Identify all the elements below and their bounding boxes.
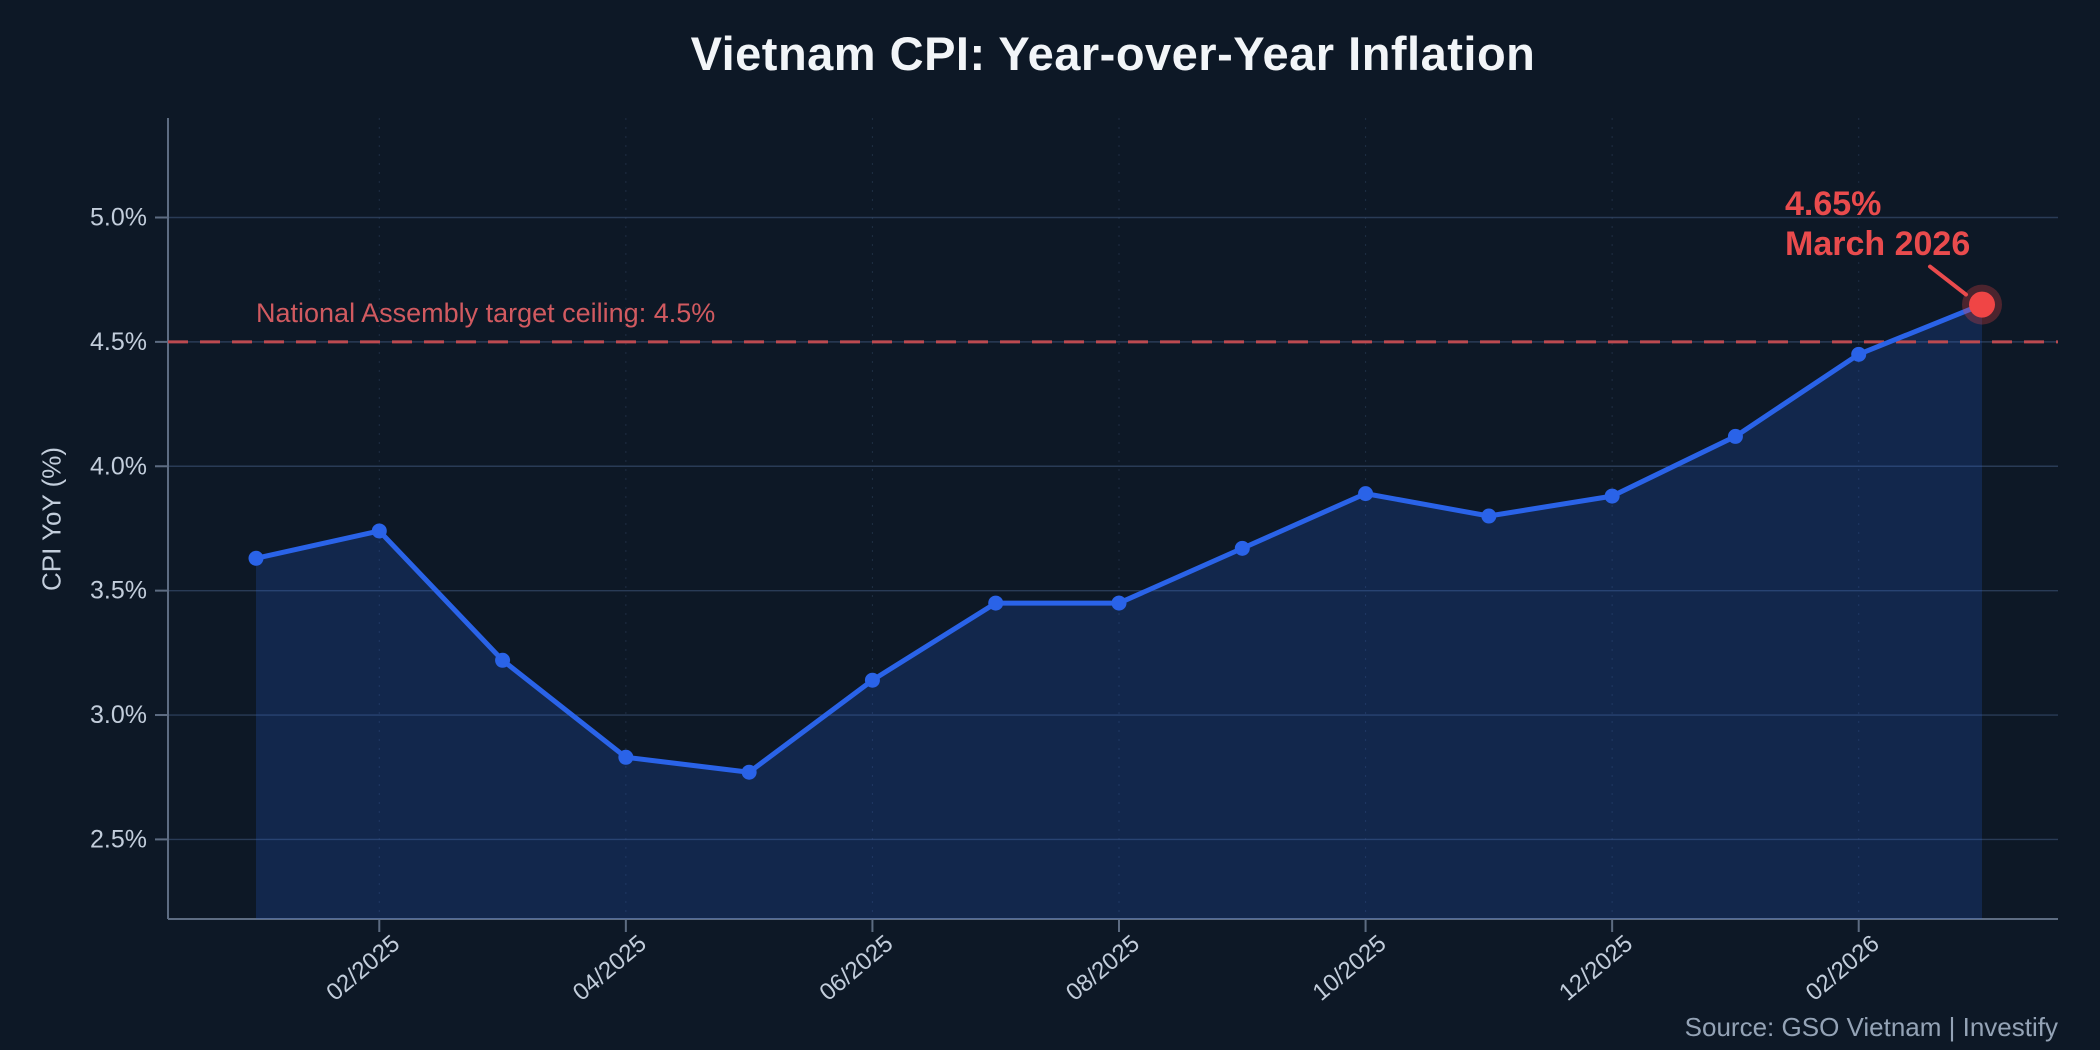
data-point-marker [1604,488,1620,504]
annotation-leader-line [1928,264,1968,297]
chart-title: Vietnam CPI: Year-over-Year Inflation [690,27,1536,80]
y-tick-label: 4.0% [90,452,147,480]
y-tick-label: 3.0% [90,701,147,729]
data-point-marker [1358,486,1374,502]
source-note: Source: GSO Vietnam | Investify [1684,1012,2058,1042]
target-ceiling-label: National Assembly target ceiling: 4.5% [256,298,716,328]
x-tick-label: 02/2026 [1801,930,1885,1006]
x-tick-label: 08/2025 [1061,930,1145,1006]
data-point-marker [1851,346,1867,362]
y-tick-label: 5.0% [90,204,147,232]
y-tick-label: 4.5% [90,328,147,356]
x-tick-label: 06/2025 [814,930,898,1006]
x-tick-label: 10/2025 [1308,930,1392,1006]
series-area-fill [256,304,1982,919]
endpoint-annotation-value: 4.65% [1785,185,1882,223]
data-point-marker [371,523,387,539]
y-tick-label: 2.5% [90,825,147,853]
data-point-marker [988,595,1004,611]
data-point-marker [1727,428,1743,444]
data-point-marker [1234,540,1250,556]
endpoint-annotation: 4.65% March 2026 [1785,184,1970,264]
x-tick-label: 12/2025 [1554,930,1638,1006]
data-point-marker [248,550,264,566]
data-point-marker [741,764,757,780]
data-point-marker [1481,508,1497,524]
data-point-marker [495,652,511,668]
endpoint-annotation-date: March 2026 [1785,225,1971,263]
data-point-marker [864,672,880,688]
endpoint-marker [1969,291,1995,318]
y-tick-label: 3.5% [90,577,147,605]
x-tick-label: 02/2025 [321,930,405,1006]
x-tick-label: 04/2025 [568,930,652,1006]
data-point-marker [1111,595,1127,611]
y-axis-title: CPI YoY (%) [36,446,67,592]
data-point-marker [618,749,634,765]
